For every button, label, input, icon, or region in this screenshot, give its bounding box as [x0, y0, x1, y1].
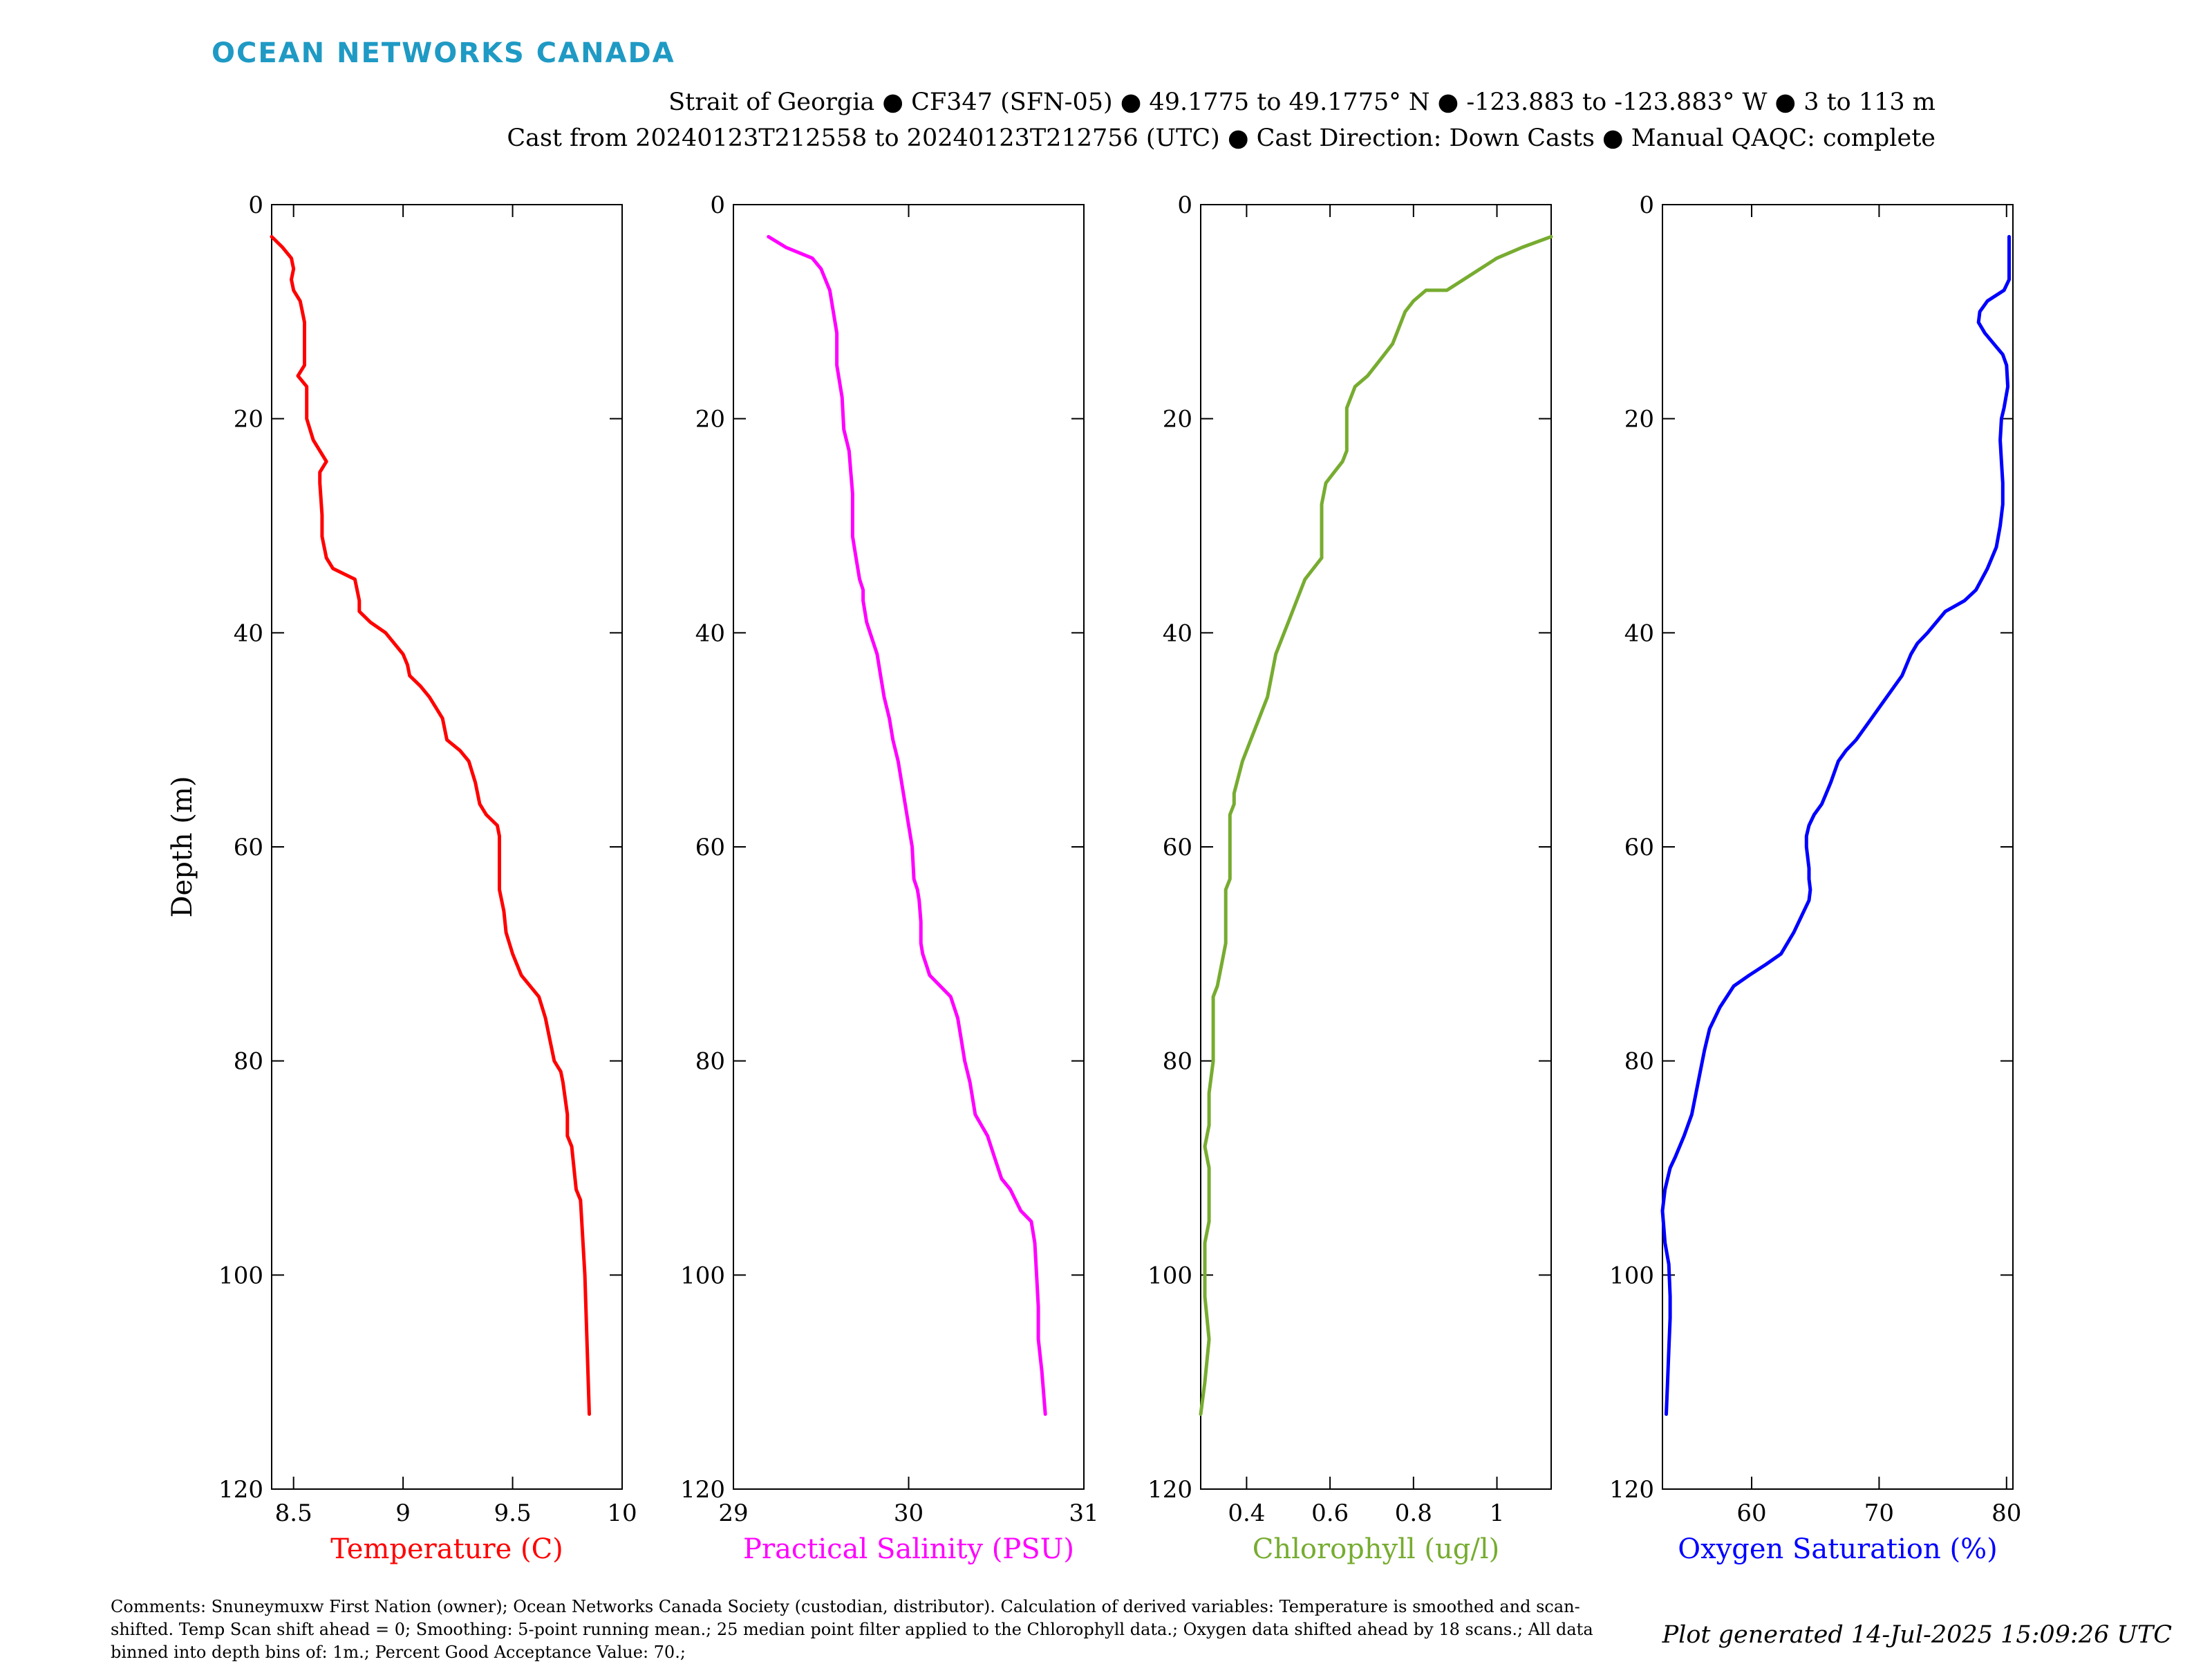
x-axis-label: Temperature (C) — [330, 1533, 563, 1565]
y-tick-label: 120 — [680, 1476, 725, 1504]
y-tick-label: 120 — [218, 1476, 263, 1504]
x-axis-label: Oxygen Saturation (%) — [1678, 1533, 1997, 1565]
header-line-2: Cast from 20240123T212558 to 20240123T21… — [507, 124, 1936, 152]
plot-frame — [1200, 204, 1552, 1490]
y-tick-label: 80 — [695, 1048, 725, 1076]
y-tick-label: 20 — [695, 406, 725, 433]
x-tick-label: 1 — [1490, 1499, 1505, 1527]
series-line — [1660, 234, 2011, 1417]
y-tick-label: 120 — [1147, 1476, 1192, 1504]
x-tick-label: 9 — [395, 1499, 411, 1527]
x-tick-label: 80 — [1991, 1499, 2021, 1527]
x-tick-label: 9.5 — [494, 1499, 532, 1527]
plot-frame — [1662, 204, 2014, 1490]
x-tick-label: 0.6 — [1311, 1499, 1349, 1527]
y-tick-label: 20 — [234, 406, 263, 433]
x-tick-label: 60 — [1736, 1499, 1766, 1527]
y-tick-label: 60 — [234, 834, 263, 861]
y-tick-label: 80 — [1624, 1048, 1654, 1076]
x-tick-label: 8.5 — [275, 1499, 312, 1527]
y-tick-label: 0 — [1639, 191, 1654, 219]
y-tick-label: 100 — [1609, 1262, 1654, 1289]
generated-timestamp: Plot generated 14-Jul-2025 15:09:26 UTC — [1662, 1621, 2172, 1649]
y-tick-label: 20 — [1624, 406, 1654, 433]
comments-text: Comments: Snuneymuxw First Nation (owner… — [111, 1597, 1593, 1662]
y-tick-label: 40 — [234, 619, 263, 647]
y-tick-label: 100 — [1147, 1262, 1192, 1289]
series-line — [767, 234, 1047, 1417]
x-tick-label: 70 — [1864, 1499, 1894, 1527]
x-tick-label: 29 — [718, 1499, 748, 1527]
y-tick-label: 80 — [234, 1048, 263, 1076]
logo: OCEAN NETWORKS CANADA — [212, 37, 675, 69]
x-tick-label: 31 — [1069, 1499, 1098, 1527]
x-tick-label: 10 — [607, 1499, 637, 1527]
plot-frame — [271, 204, 623, 1490]
series-line — [1199, 234, 1553, 1417]
series-line — [270, 234, 591, 1417]
y-tick-label: 0 — [1177, 191, 1192, 219]
chart-panel-4: 0 20 40 60 80 100 120 60 70 80 Oxygen Saturation (… — [1609, 191, 2021, 1565]
x-tick-label: 0.8 — [1395, 1499, 1432, 1527]
x-axis-label: Practical Salinity (PSU) — [743, 1533, 1074, 1565]
y-tick-label: 0 — [248, 191, 263, 219]
y-tick-label: 100 — [218, 1262, 263, 1289]
y-tick-label: 20 — [1163, 406, 1192, 433]
y-tick-label: 60 — [695, 834, 725, 861]
y-tick-label: 40 — [1624, 619, 1654, 647]
x-tick-label: 0.4 — [1228, 1499, 1265, 1527]
x-tick-label: 30 — [894, 1499, 924, 1527]
header-line-1: Strait of Georgia ● CF347 (SFN-05) ● 49.… — [668, 88, 1936, 116]
y-tick-label: 100 — [680, 1262, 725, 1289]
y-tick-label: 0 — [710, 191, 725, 219]
y-axis-label: Depth (m) — [167, 776, 198, 917]
y-tick-label: 80 — [1163, 1048, 1192, 1076]
y-tick-label: 120 — [1609, 1476, 1654, 1504]
plot-frame — [733, 204, 1085, 1490]
chart-panel-1: 0 20 40 60 80 100 120 8.5 9 9.5 10 Temperature (C) D… — [167, 191, 637, 1565]
y-tick-label: 40 — [695, 619, 725, 647]
y-tick-label: 60 — [1163, 834, 1192, 861]
y-tick-label: 60 — [1624, 834, 1654, 861]
chart-panel-3: 0 20 40 60 80 100 120 0.4 0.6 0.8 1 Chlorophyll (ug… — [1147, 191, 1553, 1565]
y-tick-label: 40 — [1163, 619, 1192, 647]
x-axis-label: Chlorophyll (ug/l) — [1253, 1533, 1500, 1565]
